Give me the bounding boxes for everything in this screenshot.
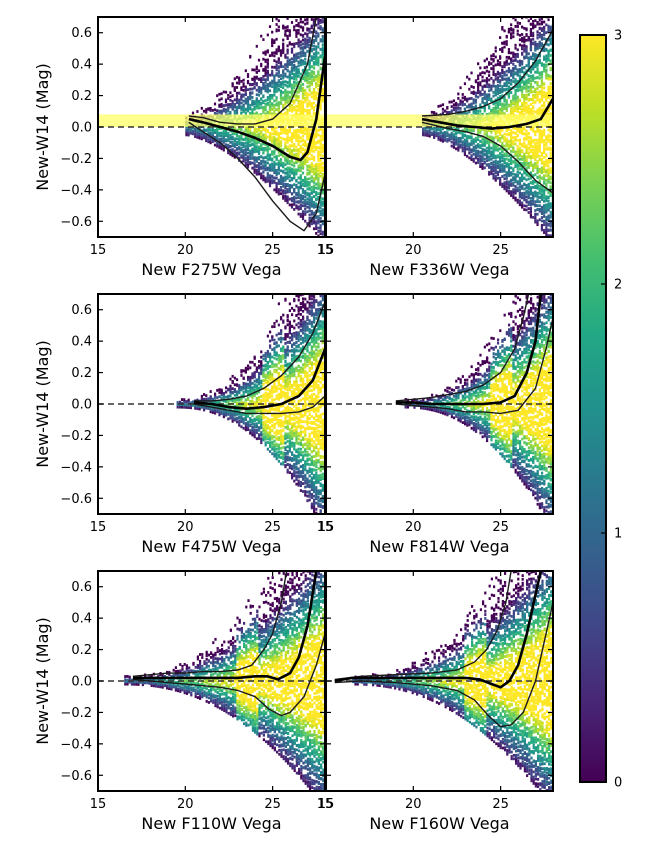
y-tick-label: 0.0	[71, 675, 92, 690]
median-line	[188, 56, 325, 162]
y-tick-label: 0.0	[71, 398, 92, 413]
x-tick-label: 20	[405, 243, 422, 258]
panel-grid: 15 20 25 15 New F275W Vega −0.6 −0.4 −0.2 0.0 0.2…	[33, 16, 554, 833]
percentile-lower-line	[193, 395, 325, 415]
density-map	[352, 571, 553, 791]
y-tick-label: 0.0	[71, 121, 92, 136]
y-tick-label: 0.6	[71, 580, 92, 595]
x-axis-label: New F814W Vega	[369, 537, 509, 556]
percentile-lower-line	[188, 121, 325, 232]
median-line	[193, 348, 325, 411]
y-tick-label: −0.6	[60, 492, 92, 507]
x-tick-label: 25	[264, 243, 281, 258]
percentile-lower-line	[334, 602, 553, 728]
percentile-upper-line	[132, 571, 288, 677]
y-tick-label: −0.4	[60, 183, 92, 198]
y-tick-label: −0.2	[60, 706, 92, 721]
panel-2: 15 20 25 New F336W Vega	[318, 16, 554, 279]
y-axis-label: New-W14 (Mag)	[33, 63, 52, 191]
y-tick-label: −0.4	[60, 460, 92, 475]
panel-5: 15 20 25 15 New F110W Vega −0.6 −0.4 −0.2 0.0 0.2…	[33, 570, 334, 833]
density-map	[176, 294, 325, 514]
percentile-lower-line	[421, 121, 553, 194]
panel-1: 15 20 25 15 New F275W Vega −0.6 −0.4 −0.2 0.0 0.2…	[33, 16, 334, 279]
x-tick-label: 25	[492, 797, 509, 812]
x-tick-label: 15	[317, 797, 334, 812]
colorbar-gradient	[580, 35, 606, 782]
y-tick-label: −0.6	[60, 215, 92, 230]
y-tick-label: 0.4	[71, 58, 92, 73]
percentile-lower-line	[132, 633, 325, 717]
median-line	[132, 571, 318, 681]
x-axis-label: New F275W Vega	[141, 260, 281, 279]
x-tick-label: 15	[318, 243, 335, 258]
y-tick-label: 0.4	[71, 335, 92, 350]
colorbar-tick-label: 0	[614, 776, 622, 791]
x-tick-label: 25	[264, 797, 281, 812]
x-tick-label: 20	[177, 797, 194, 812]
x-tick-label: 15	[318, 520, 335, 535]
y-axis-label: New-W14 (Mag)	[33, 340, 52, 468]
percentile-upper-line	[395, 294, 530, 402]
x-tick-label: 20	[405, 520, 422, 535]
colorbar: 0 1 2 3	[579, 29, 622, 791]
panel-4: 15 20 25 New F814W Vega	[318, 293, 554, 556]
percentile-upper-line	[421, 29, 553, 117]
highlight-band	[326, 114, 553, 127]
x-axis-label: New F336W Vega	[369, 260, 509, 279]
y-tick-label: 0.2	[71, 366, 92, 381]
x-tick-label: 25	[264, 520, 281, 535]
y-tick-label: −0.6	[60, 769, 92, 784]
x-tick-label: 25	[492, 520, 509, 535]
median-line	[395, 294, 543, 406]
y-axis-label: New-W14 (Mag)	[33, 617, 52, 745]
y-tick-label: 0.2	[71, 643, 92, 658]
colorbar-tick-label: 2	[614, 278, 622, 293]
panel-6: 15 20 25 New F160W Vega	[318, 570, 554, 833]
y-tick-label: 0.6	[71, 26, 92, 41]
density-map	[404, 294, 553, 514]
x-tick-label: 15	[90, 243, 107, 258]
x-tick-label: 15	[90, 797, 107, 812]
density-map	[124, 571, 325, 791]
x-axis-label: New F475W Vega	[141, 537, 281, 556]
x-tick-label: 15	[318, 797, 335, 812]
percentile-upper-line	[334, 571, 512, 681]
percentile-upper-line	[188, 17, 317, 125]
colorbar-tick-label: 1	[614, 527, 622, 542]
x-tick-label: 15	[90, 520, 107, 535]
x-axis-label: New F110W Vega	[141, 814, 281, 833]
colorbar-tick-label: 3	[614, 29, 622, 44]
median-line	[334, 571, 543, 689]
median-line	[421, 98, 553, 130]
y-tick-label: 0.6	[71, 303, 92, 318]
x-tick-label: 20	[177, 520, 194, 535]
y-tick-label: 0.2	[71, 89, 92, 104]
y-tick-label: −0.2	[60, 152, 92, 167]
x-tick-label: 15	[317, 520, 334, 535]
y-tick-label: −0.2	[60, 429, 92, 444]
highlight-band	[98, 114, 325, 127]
x-tick-label: 20	[177, 243, 194, 258]
colorbar-frame	[579, 34, 607, 783]
y-tick-label: 0.4	[71, 612, 92, 627]
percentile-lower-line	[395, 317, 553, 415]
y-tick-label: −0.4	[60, 737, 92, 752]
x-axis-label: New F160W Vega	[369, 814, 509, 833]
x-tick-label: 15	[317, 243, 334, 258]
x-tick-label: 20	[405, 797, 422, 812]
x-tick-label: 25	[492, 243, 509, 258]
percentile-upper-line	[194, 301, 325, 402]
